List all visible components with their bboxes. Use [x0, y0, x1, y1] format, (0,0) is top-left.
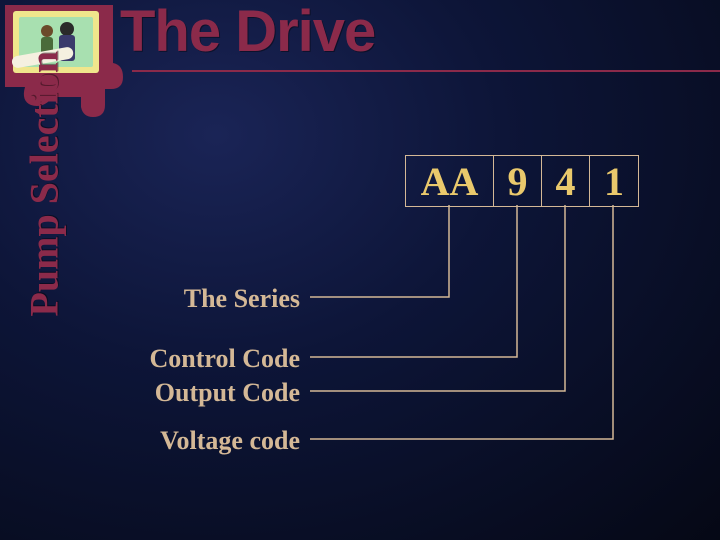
label-series: The Series: [100, 284, 300, 314]
title-underline: [132, 70, 720, 72]
sidebar-label: Pump Selection: [21, 51, 68, 317]
model-code-box: AA 9 4 1: [405, 155, 639, 207]
label-voltage: Voltage code: [100, 426, 300, 456]
connector-line: [310, 205, 613, 439]
slide-title: The Drive: [120, 0, 375, 65]
code-segment-series: AA: [406, 156, 494, 206]
code-segment-control: 9: [494, 156, 542, 206]
code-segment-voltage: 1: [590, 156, 638, 206]
code-segment-output: 4: [542, 156, 590, 206]
label-control: Control Code: [100, 344, 300, 374]
connector-line: [310, 205, 565, 391]
connector-line: [310, 205, 517, 357]
connector-line: [310, 205, 449, 297]
label-output: Output Code: [100, 378, 300, 408]
